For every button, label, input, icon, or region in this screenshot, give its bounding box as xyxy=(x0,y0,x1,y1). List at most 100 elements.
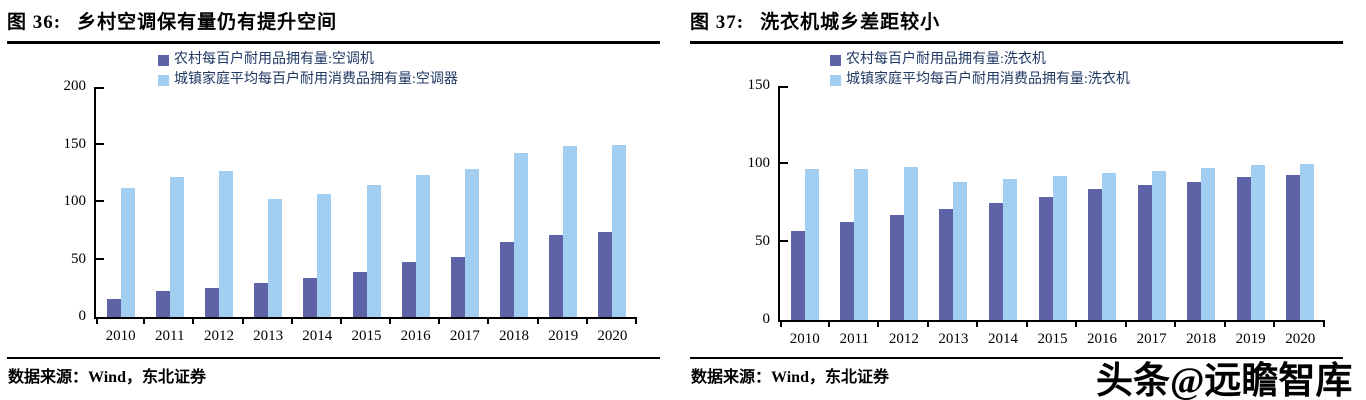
x-axis-label: 2012 xyxy=(888,331,919,347)
legend-item-urban: 城镇家庭平均每百户耐用消费品拥有量:空调器 xyxy=(158,70,458,90)
legend-swatch-urban xyxy=(158,74,169,86)
x-axis-tick xyxy=(96,319,98,324)
x-axis-tick xyxy=(487,319,489,324)
bar-urban xyxy=(120,188,135,317)
source-label: 数据来源： xyxy=(8,369,89,386)
bar-urban xyxy=(514,153,529,317)
bar-rural xyxy=(889,215,904,320)
divider-line xyxy=(690,357,1343,359)
y-axis-label: 150 xyxy=(747,77,771,93)
bar-rural xyxy=(352,272,367,317)
bar-urban xyxy=(1151,170,1166,320)
bar-urban xyxy=(903,167,918,320)
x-axis-tick xyxy=(438,319,440,324)
bar-rural xyxy=(1187,181,1202,320)
figure-37: 图 37: 洗衣机城乡差距较小 农村每百户耐用品拥有量:洗衣机 城镇家庭平均每百户… xyxy=(683,0,1366,400)
x-axis-tick xyxy=(192,319,194,324)
bar-urban xyxy=(1250,165,1265,320)
x-axis-tick xyxy=(389,319,391,324)
bar-rural xyxy=(303,277,318,317)
figure-number: 图 37: xyxy=(690,12,745,33)
bar-urban xyxy=(464,169,479,317)
bar-urban xyxy=(612,144,627,317)
y-axis-label: 200 xyxy=(63,78,87,94)
x-axis-tick xyxy=(927,322,929,327)
data-source: 数据来源：Wind，东北证券 xyxy=(8,363,206,387)
bar-urban xyxy=(317,193,332,317)
x-axis-label: 2017 xyxy=(1136,331,1167,347)
y-axis-label: 50 xyxy=(755,233,770,249)
bar-urban xyxy=(1002,178,1017,320)
x-axis-label: 2018 xyxy=(1186,331,1217,347)
legend-swatch-urban xyxy=(830,74,841,86)
bar-rural xyxy=(204,287,219,317)
legend-label: 农村每百户耐用品拥有量:空调机 xyxy=(174,52,374,67)
data-source: 数据来源：Wind，东北证券 xyxy=(691,363,889,387)
x-axis-label: 2013 xyxy=(938,331,969,347)
x-axis-tick xyxy=(1125,322,1127,327)
x-axis-tick xyxy=(976,322,978,327)
x-axis-tick xyxy=(1026,322,1028,327)
y-axis-tick xyxy=(780,162,788,164)
bar-rural xyxy=(155,291,170,317)
figure-number: 图 36: xyxy=(7,12,62,33)
x-axis-tick xyxy=(143,319,145,324)
y-axis-label: 50 xyxy=(71,250,86,267)
x-axis-tick xyxy=(340,319,342,324)
figure-37-header: 图 37: 洗衣机城乡差距较小 xyxy=(690,7,1343,44)
x-axis-tick xyxy=(1174,322,1176,327)
x-axis-label: 2011 xyxy=(155,328,185,344)
x-axis-tick xyxy=(635,319,637,324)
x-axis-tick xyxy=(537,319,539,324)
y-axis-tick xyxy=(96,142,104,145)
x-axis-tick xyxy=(828,322,830,327)
bar-rural xyxy=(450,256,465,317)
bar-rural xyxy=(106,298,121,317)
x-axis-tick xyxy=(242,319,244,324)
bar-urban xyxy=(953,182,968,320)
x-axis-tick xyxy=(1075,322,1077,327)
chart-36-plot-area: 0 50 100 150 200 2010 2011 2012 2013 2014 2015 2016… xyxy=(64,78,637,344)
watermark: 头条@远瞻智库 xyxy=(1096,361,1353,400)
y-axis-label: 150 xyxy=(63,135,87,152)
bar-rural xyxy=(840,222,855,320)
x-axis-label: 2019 xyxy=(548,328,579,344)
x-axis-label: 2013 xyxy=(253,328,284,344)
chart-37-plot-area: 0 50 100 150 2010 2011 2012 2013 2014 2015 2016 201… xyxy=(748,77,1325,347)
legend-label: 农村每百户耐用品拥有量:洗衣机 xyxy=(846,52,1046,67)
x-axis-label: 2012 xyxy=(203,328,234,344)
x-axis-label: 2015 xyxy=(1037,331,1068,347)
x-axis-label: 2017 xyxy=(449,328,480,344)
x-axis-label: 2010 xyxy=(789,331,820,347)
legend-label: 城镇家庭平均每百户耐用消费品拥有量:空调器 xyxy=(174,72,458,87)
y-axis-tick xyxy=(780,86,788,88)
bar-urban xyxy=(1300,163,1315,320)
x-axis-label: 2016 xyxy=(1087,331,1118,347)
bar-urban xyxy=(268,199,283,317)
bar-urban xyxy=(1052,176,1067,320)
figure-36-header: 图 36: 乡村空调保有量仍有提升空间 xyxy=(7,7,660,44)
bar-rural xyxy=(254,282,269,317)
y-axis-tick xyxy=(780,240,788,242)
bar-urban xyxy=(804,168,819,320)
bar-urban xyxy=(218,171,233,317)
bar-rural xyxy=(1038,197,1053,320)
y-axis-label: 100 xyxy=(63,193,87,209)
bar-urban xyxy=(1201,167,1216,320)
legend-swatch-rural xyxy=(158,54,169,66)
legend-swatch-rural xyxy=(830,54,841,66)
bar-rural xyxy=(939,208,954,320)
bar-rural xyxy=(1286,175,1301,320)
bar-rural xyxy=(598,232,613,317)
x-axis-label: 2020 xyxy=(1285,331,1316,347)
bar-rural xyxy=(1088,188,1103,320)
bar-urban xyxy=(1102,173,1117,320)
y-axis-label: 0 xyxy=(762,311,771,327)
bar-urban xyxy=(854,168,869,320)
y-axis-tick xyxy=(96,200,104,202)
x-axis-label: 2019 xyxy=(1235,331,1266,347)
legend-item-rural: 农村每百户耐用品拥有量:空调机 xyxy=(158,50,458,70)
x-axis-label: 2015 xyxy=(351,328,382,344)
y-axis-label: 100 xyxy=(747,155,771,171)
